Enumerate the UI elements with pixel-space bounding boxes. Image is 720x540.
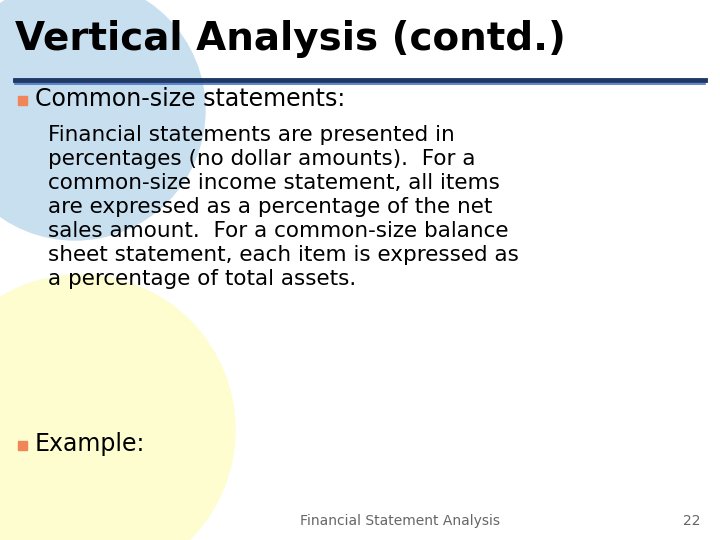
Text: common-size income statement, all items: common-size income statement, all items — [48, 173, 500, 193]
Bar — [18, 441, 27, 449]
Text: are expressed as a percentage of the net: are expressed as a percentage of the net — [48, 197, 492, 217]
Text: sheet statement, each item is expressed as: sheet statement, each item is expressed … — [48, 245, 519, 265]
Bar — [18, 96, 27, 105]
Text: Financial Statement Analysis: Financial Statement Analysis — [300, 514, 500, 528]
Text: Common-size statements:: Common-size statements: — [35, 87, 346, 111]
Text: percentages (no dollar amounts).  For a: percentages (no dollar amounts). For a — [48, 149, 475, 169]
Text: Example:: Example: — [35, 432, 145, 456]
Text: a percentage of total assets.: a percentage of total assets. — [48, 269, 356, 289]
Text: Vertical Analysis (contd.): Vertical Analysis (contd.) — [15, 20, 566, 58]
Text: Financial statements are presented in: Financial statements are presented in — [48, 125, 455, 145]
Circle shape — [0, 0, 205, 240]
Circle shape — [0, 275, 235, 540]
Text: 22: 22 — [683, 514, 700, 528]
Text: sales amount.  For a common-size balance: sales amount. For a common-size balance — [48, 221, 508, 241]
